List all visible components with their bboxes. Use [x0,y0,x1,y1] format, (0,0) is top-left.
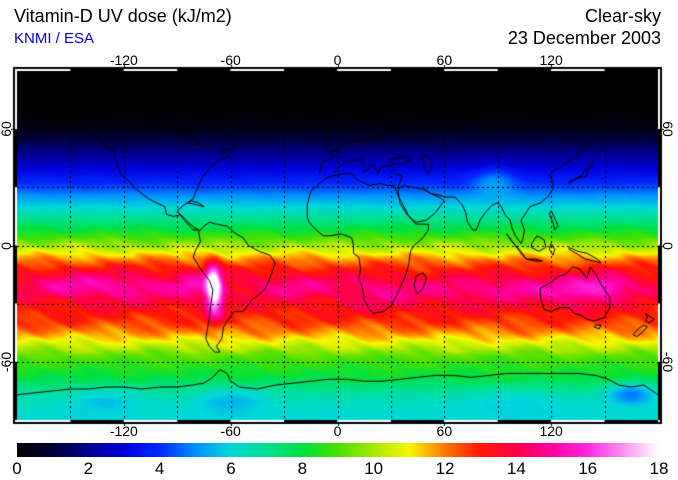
lon-tick-label-top: 120 [539,52,563,68]
lon-tick-label-bottom: -120 [109,423,138,439]
colorbar-tick-label: 8 [297,459,308,478]
lat-tick-label-left: 0 [0,242,14,250]
lon-tick-label-top: 60 [436,52,453,68]
lon-tick-label-bottom: -60 [220,423,241,439]
lon-tick-label-bottom: 0 [333,423,342,439]
lon-tick-label-bottom: 60 [436,423,453,439]
colorbar-tick-label: 10 [364,459,384,478]
lat-tick-label-right: -60 [660,351,676,372]
date-label: 23 December 2003 [507,28,661,48]
world-uv-heatmap [11,65,664,426]
colorbar-tick-label: 2 [83,459,94,478]
lon-tick-label-top: -60 [220,52,241,68]
lat-tick-label-right: 60 [660,121,676,137]
colorbar-tick-label: 12 [435,459,455,478]
colorbar-tick-label: 14 [506,459,526,478]
lat-tick-label-left: -60 [0,351,14,372]
colorbar [17,443,659,457]
colorbar-tick-label: 4 [154,459,165,478]
colorbar-tick-label: 6 [226,459,236,478]
lat-tick-label-right: 0 [660,241,676,250]
colorbar-tick-label: 18 [649,459,669,478]
sky-condition-label: Clear-sky [584,6,661,26]
lat-tick-label-left: 60 [0,121,14,137]
lon-tick-label-top: 0 [333,52,342,68]
lon-tick-label-top: -120 [109,52,138,68]
colorbar-tick-label: 16 [578,459,598,478]
source-credit: KNMI / ESA [14,30,95,47]
lon-tick-label-bottom: 120 [539,423,563,439]
colorbar-tick-label: 0 [12,459,22,478]
page-title: Vitamin-D UV dose (kJ/m2) [14,6,232,26]
